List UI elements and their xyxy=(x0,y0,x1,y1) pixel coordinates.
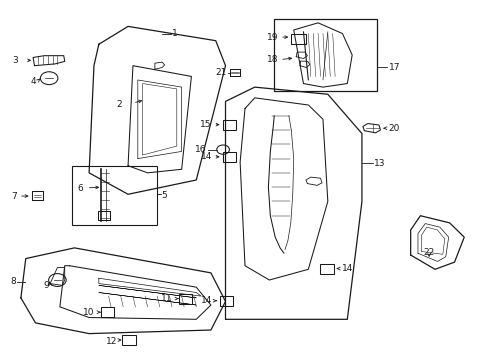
Bar xyxy=(222,120,236,130)
Text: 6: 6 xyxy=(77,184,83,193)
Bar xyxy=(98,211,110,220)
Bar xyxy=(220,296,233,306)
Text: 11: 11 xyxy=(161,294,173,303)
Bar xyxy=(101,307,115,317)
Text: 17: 17 xyxy=(389,63,400,72)
Text: 12: 12 xyxy=(106,337,117,346)
Text: 14: 14 xyxy=(343,264,354,273)
Text: 8: 8 xyxy=(10,277,16,286)
Text: 7: 7 xyxy=(11,192,17,201)
Text: 4: 4 xyxy=(30,77,36,86)
Text: 20: 20 xyxy=(389,124,400,133)
Text: 1: 1 xyxy=(172,29,178,38)
Bar xyxy=(274,19,376,91)
Bar xyxy=(72,166,157,225)
Bar xyxy=(179,294,193,303)
Text: 16: 16 xyxy=(195,145,206,154)
Text: 14: 14 xyxy=(200,152,212,161)
Text: 3: 3 xyxy=(13,56,19,65)
Text: 22: 22 xyxy=(423,248,435,257)
Text: 10: 10 xyxy=(83,308,95,317)
Text: 18: 18 xyxy=(267,55,278,64)
Text: 15: 15 xyxy=(200,120,212,129)
Bar xyxy=(222,152,236,162)
Text: 19: 19 xyxy=(267,33,278,42)
Text: 2: 2 xyxy=(117,100,122,109)
Text: 13: 13 xyxy=(374,159,386,168)
Bar xyxy=(291,33,306,44)
Text: 21: 21 xyxy=(215,68,226,77)
Text: 9: 9 xyxy=(44,281,49,290)
Bar xyxy=(320,264,334,274)
Text: 14: 14 xyxy=(200,296,212,305)
Text: 5: 5 xyxy=(161,190,167,199)
Bar xyxy=(122,335,136,345)
